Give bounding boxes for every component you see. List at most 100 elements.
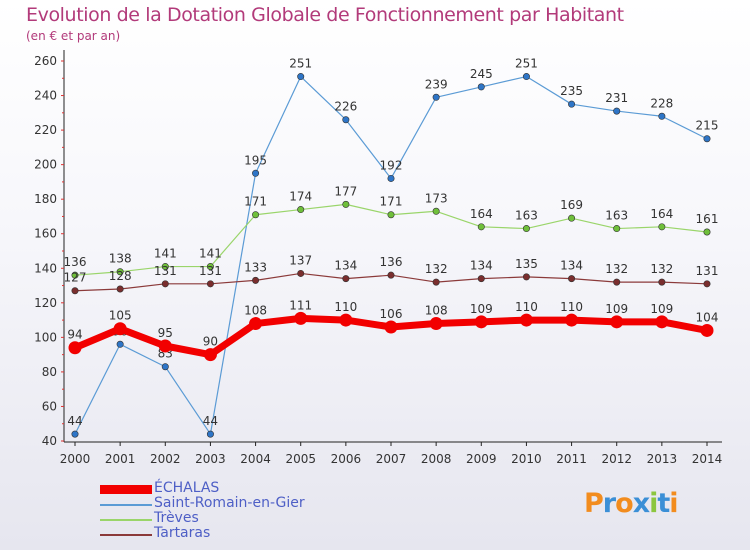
data-label: 105	[109, 309, 132, 323]
y-tick-label: 260	[34, 54, 57, 68]
series-saint-romain-en-gier: 4496834419525122619223924525123523122821…	[67, 57, 718, 438]
data-point	[71, 287, 79, 295]
y-tick-label: 80	[42, 365, 57, 379]
data-label: 136	[64, 255, 87, 269]
legend-label: Trèves	[154, 510, 199, 526]
data-label: 228	[650, 96, 673, 110]
data-point	[700, 323, 714, 337]
data-point	[206, 263, 214, 271]
data-label: 164	[470, 207, 493, 221]
data-point	[206, 280, 214, 288]
data-label: 109	[605, 302, 628, 316]
data-point	[432, 207, 440, 215]
legend-swatch	[100, 504, 152, 506]
x-tick-label: 2004	[240, 452, 271, 466]
x-tick-label: 2013	[647, 452, 678, 466]
data-point	[71, 271, 79, 279]
data-label: 128	[109, 269, 132, 283]
data-label: 251	[289, 57, 312, 71]
legend-label: Tartaras	[154, 525, 211, 541]
data-point	[252, 211, 260, 219]
data-label: 131	[696, 264, 719, 278]
data-point	[203, 348, 217, 362]
data-point	[71, 430, 79, 438]
series-tartaras: 127 128 131 131 133 137 134 136 132 134 135 134 132 1…	[64, 253, 719, 295]
data-label: 95	[158, 326, 173, 340]
data-point	[68, 341, 82, 355]
data-point	[161, 263, 169, 271]
data-point	[658, 223, 666, 231]
y-tick-label: 180	[34, 192, 57, 206]
data-label: 90	[203, 335, 218, 349]
brand-letter: t	[657, 488, 670, 519]
data-label: 171	[380, 195, 403, 209]
y-tick-label: 140	[34, 261, 57, 275]
y-tick-label: 160	[34, 227, 57, 241]
data-point	[252, 169, 260, 177]
x-tick-label: 2011	[556, 452, 587, 466]
data-point	[703, 280, 711, 288]
x-tick-label: 2005	[285, 452, 316, 466]
data-point	[387, 174, 395, 182]
x-tick-label: 2010	[511, 452, 542, 466]
data-label: 104	[696, 310, 719, 324]
data-label: 245	[470, 67, 493, 81]
data-point	[252, 276, 260, 284]
data-point	[116, 285, 124, 293]
data-label: 174	[289, 190, 312, 204]
data-label: 137	[289, 253, 312, 267]
data-point	[522, 273, 530, 281]
data-point	[161, 363, 169, 371]
x-tick-label: 2012	[601, 452, 632, 466]
brand-letter: o	[615, 488, 634, 519]
data-label: 231	[605, 91, 628, 105]
data-point	[568, 100, 576, 108]
brand-letter: i	[649, 488, 658, 519]
x-tick-label: 2003	[195, 452, 226, 466]
data-point	[568, 214, 576, 222]
data-label: 235	[560, 84, 583, 98]
data-label: 171	[244, 195, 267, 209]
data-point	[568, 275, 576, 283]
data-label: 106	[380, 307, 403, 321]
y-tick-label: 220	[34, 123, 57, 137]
x-tick-label: 2006	[331, 452, 362, 466]
data-label: 163	[515, 209, 538, 223]
data-label: 127	[64, 271, 87, 285]
data-label: 132	[605, 262, 628, 276]
legend-swatch	[100, 534, 152, 536]
data-point	[387, 271, 395, 279]
y-tick-label: 40	[42, 434, 57, 448]
data-label: 251	[515, 57, 538, 71]
x-tick-label: 2000	[60, 452, 91, 466]
data-label: 134	[334, 259, 357, 273]
data-point	[342, 200, 350, 208]
legend-swatch	[100, 485, 152, 494]
data-point	[384, 320, 398, 334]
data-point	[474, 315, 488, 329]
data-point	[206, 430, 214, 438]
y-tick-label: 200	[34, 158, 57, 172]
data-point	[613, 278, 621, 286]
y-tick-label: 240	[34, 89, 57, 103]
data-label: 132	[650, 262, 673, 276]
data-label: 131	[199, 264, 222, 278]
y-tick-label: 120	[34, 296, 57, 310]
data-label: 44	[67, 414, 82, 428]
data-point	[522, 73, 530, 81]
data-point	[297, 206, 305, 214]
x-tick-label: 2008	[421, 452, 452, 466]
x-tick-label: 2001	[105, 452, 136, 466]
brand-letter: x	[632, 488, 650, 519]
data-point	[432, 278, 440, 286]
data-point	[339, 313, 353, 327]
data-point	[342, 275, 350, 283]
data-point	[703, 228, 711, 236]
data-point	[113, 322, 127, 336]
data-point	[613, 225, 621, 233]
series-tr-ves: 136 138 141 141 171 174 177 171 173 164 163 169 163 1…	[64, 184, 718, 279]
data-point	[432, 93, 440, 101]
data-label: 136	[380, 255, 403, 269]
data-label: 109	[650, 302, 673, 316]
data-label: 133	[244, 260, 267, 274]
